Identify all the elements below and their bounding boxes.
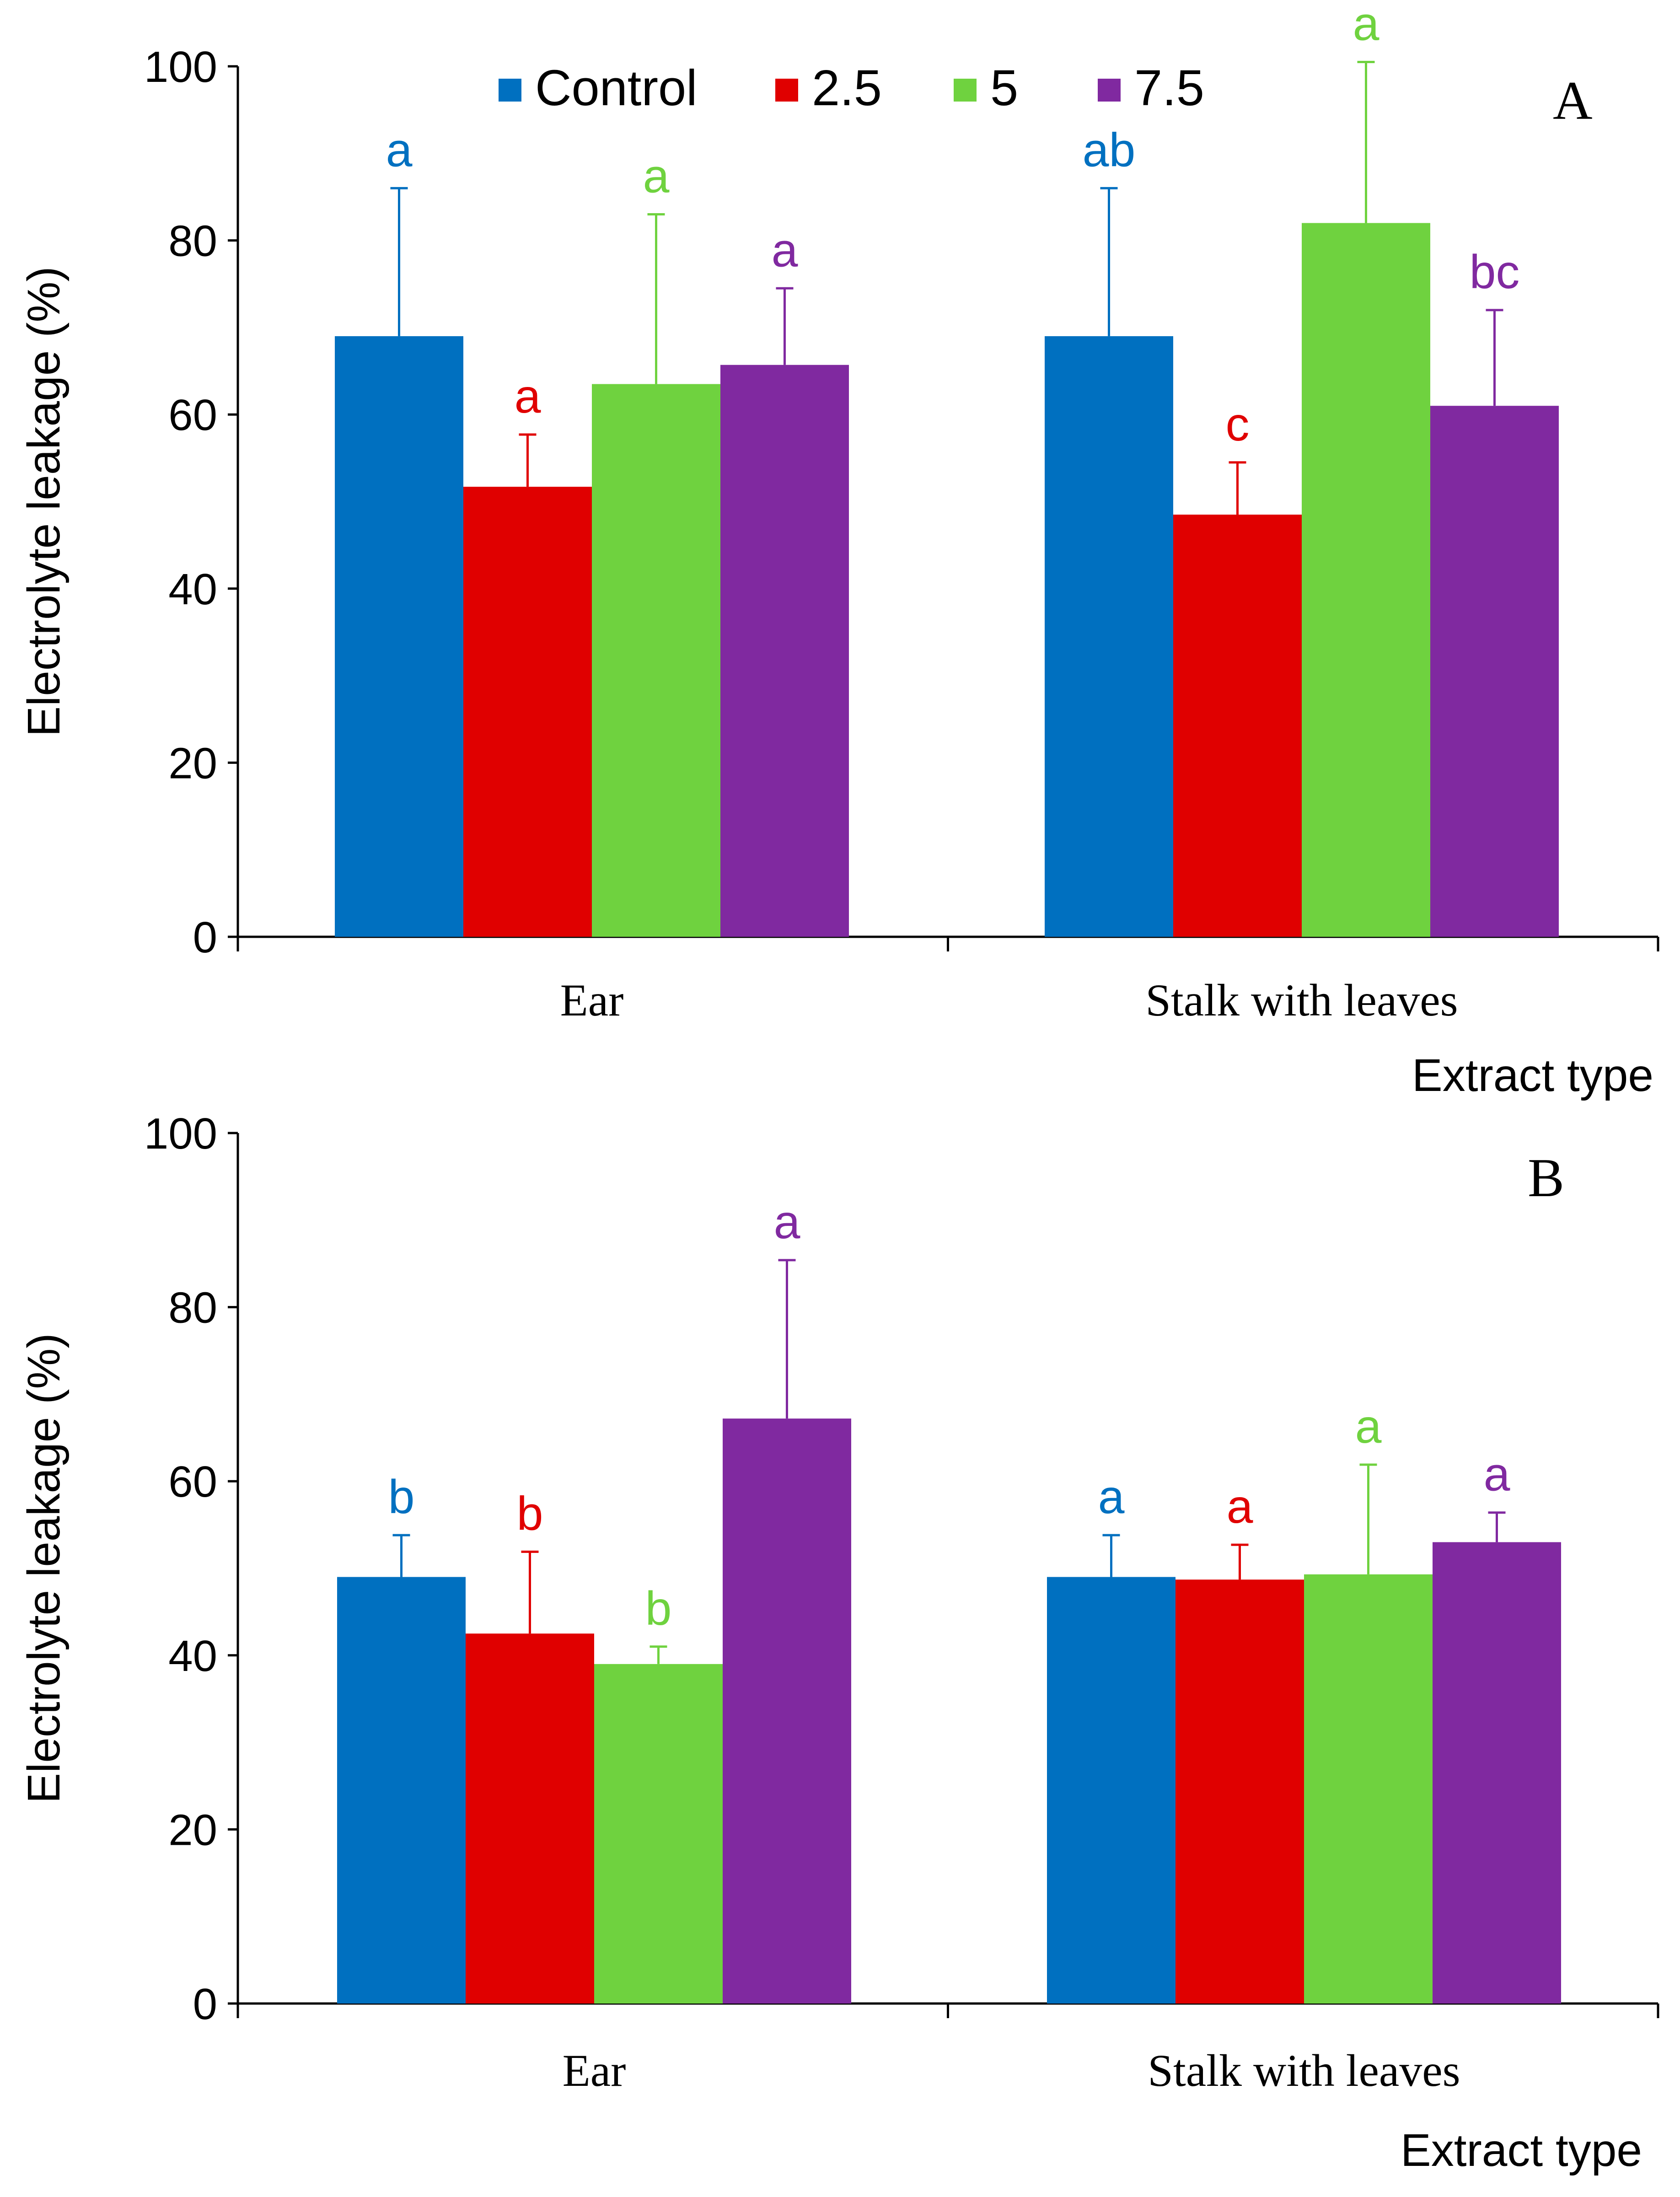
y-tick-label: 60 <box>168 1457 217 1506</box>
bar-Control-0 <box>337 1577 466 2004</box>
x-category-label: Ear <box>560 975 624 1026</box>
significance-letter: a <box>643 150 670 203</box>
bar-7_5-1 <box>1433 1542 1561 2004</box>
x-axis-title: Extract type <box>1412 1050 1653 1101</box>
y-tick-label: 20 <box>168 1805 217 1854</box>
panel-b-chart: 0 20 40 60 80 100 Electrolyte leakage (%) Extra… <box>18 1109 1659 2176</box>
significance-letter: a <box>774 1196 800 1249</box>
panel-label: A <box>1553 70 1593 131</box>
panel-a-chart: 0 20 40 60 80 100 Electrolyte leakage (%) Extra… <box>18 0 1659 1101</box>
significance-letter: bc <box>1470 246 1520 299</box>
bar-Control-0 <box>335 336 463 937</box>
legend: Control 2.5 5 7.5 <box>499 60 1204 116</box>
y-axis-title: Electrolyte leakage (%) <box>18 1333 70 1803</box>
x-axis-title: Extract type <box>1401 2125 1642 2176</box>
significance-letter: a <box>1098 1471 1125 1524</box>
y-tick-label: 100 <box>144 1109 217 1158</box>
significance-letter: a <box>1355 1400 1382 1453</box>
y-tick-label: 20 <box>168 739 217 788</box>
y-tick-label: 60 <box>168 391 217 440</box>
significance-letter: ab <box>1083 124 1136 177</box>
bar-5-1 <box>1304 1574 1433 2004</box>
y-tick-label: 0 <box>193 1980 217 2029</box>
bar-Control-1 <box>1045 336 1173 937</box>
y-tick-label: 40 <box>168 1632 217 1681</box>
y-tick-label: 100 <box>144 43 217 91</box>
y-tick-label: 80 <box>168 1284 217 1332</box>
y-tick-label: 80 <box>168 217 217 266</box>
legend-swatch-7_5 <box>1098 79 1121 102</box>
bar-Control-1 <box>1047 1577 1175 2004</box>
bar-7_5-0 <box>720 365 849 937</box>
bar-2_5-1 <box>1175 1579 1304 2004</box>
significance-letter: a <box>772 224 798 277</box>
bar-5-0 <box>592 384 720 937</box>
significance-letter: b <box>645 1582 672 1635</box>
significance-letter: b <box>388 1471 415 1524</box>
bar-5-0 <box>594 1664 723 2004</box>
x-category-label: Ear <box>563 2045 626 2096</box>
legend-swatch-Control <box>499 79 521 102</box>
x-category-label: Stalk with leaves <box>1145 975 1458 1026</box>
y-tick-label: 40 <box>168 565 217 614</box>
legend-label: Control <box>535 60 698 116</box>
bar-2_5-0 <box>463 487 592 937</box>
bar-2_5-1 <box>1173 515 1302 937</box>
legend-label: 2.5 <box>812 60 882 116</box>
significance-letter: a <box>1484 1448 1510 1501</box>
bar-2_5-0 <box>466 1633 594 2004</box>
significance-letter: a <box>386 124 413 177</box>
y-tick-label: 0 <box>193 913 217 962</box>
bar-5-1 <box>1302 223 1430 937</box>
legend-label: 5 <box>990 60 1018 116</box>
panel-label: B <box>1528 1147 1564 1208</box>
bar-7_5-0 <box>723 1418 851 2004</box>
legend-swatch-5 <box>954 79 977 102</box>
bar-7_5-1 <box>1430 406 1559 937</box>
significance-letter: a <box>515 370 541 423</box>
y-axis-title: Electrolyte leakage (%) <box>18 266 70 736</box>
significance-letter: a <box>1353 0 1379 50</box>
x-category-label: Stalk with leaves <box>1148 2045 1460 2096</box>
significance-letter: b <box>517 1487 543 1540</box>
legend-label: 7.5 <box>1134 60 1204 116</box>
legend-swatch-2_5 <box>775 79 798 102</box>
significance-letter: a <box>1227 1480 1253 1533</box>
significance-letter: c <box>1226 398 1250 451</box>
